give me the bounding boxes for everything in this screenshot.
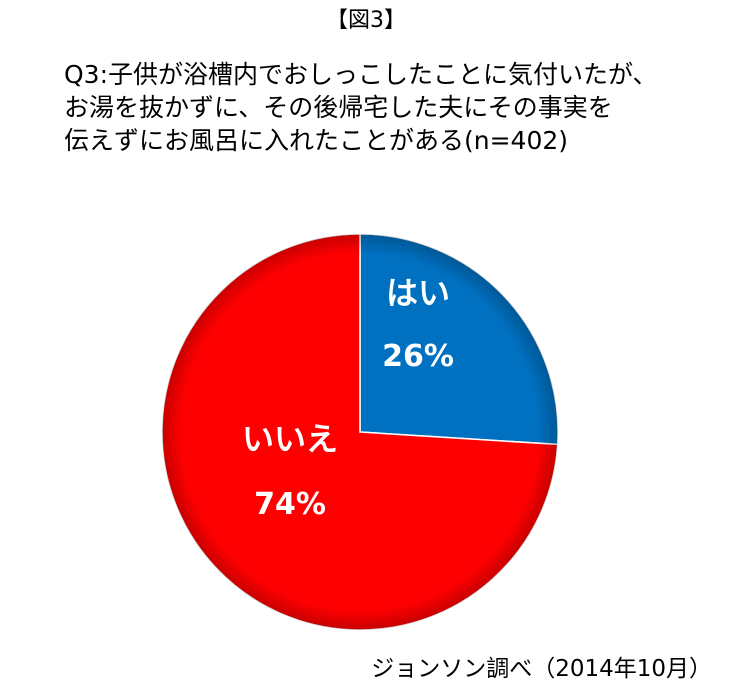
pie-slices	[161, 233, 559, 631]
pie-slice-label-yes: はい	[386, 274, 450, 312]
chart-title-line-1: Q3:子供が浴槽内でおしっこしたことに気付いたが、	[64, 60, 658, 89]
chart-title-line-2: お湯を抜かずに、その後帰宅した夫にその事実を	[64, 93, 613, 122]
pie-slice-value-no: 74%	[254, 487, 326, 522]
pie-labels: はい 26% いいえ 74%	[242, 274, 454, 522]
chart-title: Q3:子供が浴槽内でおしっこしたことに気付いたが、 お湯を抜かずに、その後帰宅し…	[64, 58, 724, 157]
pie-slice-label-no: いいえ	[242, 420, 338, 458]
source-note: ジョンソン調べ（2014年10月）	[371, 656, 712, 682]
chart-title-line-3: 伝えずにお風呂に入れたことがある(n=402)	[64, 126, 569, 155]
figure-label: 【図3】	[326, 8, 406, 33]
pie-slice-value-yes: 26%	[382, 339, 454, 374]
